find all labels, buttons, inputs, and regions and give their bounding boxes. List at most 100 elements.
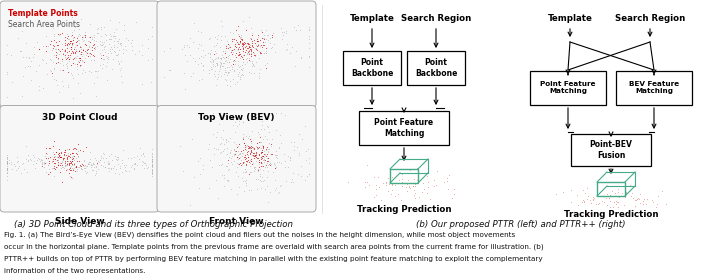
Point xyxy=(219,142,230,146)
Point xyxy=(66,162,78,166)
Point xyxy=(243,52,254,57)
Point xyxy=(72,149,84,153)
Point xyxy=(89,32,100,37)
Point xyxy=(44,68,55,73)
Point xyxy=(90,39,102,43)
Point xyxy=(261,155,273,160)
Point xyxy=(203,70,215,75)
Point xyxy=(246,60,258,65)
Point xyxy=(60,168,72,172)
Point xyxy=(220,164,232,168)
Point xyxy=(34,63,45,67)
Point xyxy=(417,181,428,185)
Point xyxy=(220,44,232,48)
Point xyxy=(12,155,23,159)
Point xyxy=(382,189,394,193)
Point xyxy=(206,57,217,61)
Point xyxy=(271,185,282,190)
Point xyxy=(114,41,125,45)
Point xyxy=(53,147,65,151)
Point xyxy=(75,44,86,49)
Point xyxy=(240,170,252,174)
Point xyxy=(96,66,107,70)
Point xyxy=(251,152,262,156)
Point xyxy=(24,157,35,161)
Point xyxy=(71,40,82,44)
Point xyxy=(95,156,107,161)
Point xyxy=(235,35,246,40)
Point xyxy=(50,150,62,155)
Point xyxy=(203,67,215,72)
Point xyxy=(76,37,88,41)
Point xyxy=(22,159,34,163)
Point xyxy=(68,163,80,167)
Point xyxy=(97,156,109,160)
Point xyxy=(255,127,266,132)
Point xyxy=(607,205,618,210)
Point xyxy=(293,151,305,156)
Point xyxy=(63,53,74,57)
Point xyxy=(240,134,252,138)
Point xyxy=(588,195,600,200)
Point xyxy=(128,165,140,170)
Point xyxy=(223,155,235,159)
Point xyxy=(50,50,62,55)
Point xyxy=(66,159,77,163)
Point xyxy=(33,156,45,161)
Point xyxy=(60,41,71,45)
Point xyxy=(282,154,293,158)
Point xyxy=(46,70,58,75)
Point xyxy=(303,41,315,45)
Point xyxy=(411,166,423,170)
Point xyxy=(660,202,672,206)
Point xyxy=(55,155,66,159)
Point xyxy=(597,199,608,204)
Point xyxy=(258,154,269,158)
Point xyxy=(267,31,279,35)
Point xyxy=(238,45,249,50)
Point xyxy=(245,47,256,52)
Point xyxy=(259,63,271,67)
Point xyxy=(246,47,257,51)
Point xyxy=(66,160,77,164)
Point xyxy=(20,54,32,59)
Point xyxy=(591,182,603,186)
Point xyxy=(361,163,373,168)
Point xyxy=(56,42,68,46)
Point xyxy=(218,176,230,180)
Point xyxy=(111,53,122,57)
Point xyxy=(222,146,233,150)
Point xyxy=(74,63,86,67)
Point xyxy=(112,162,124,166)
Point xyxy=(274,183,285,188)
Point xyxy=(279,165,290,169)
Point xyxy=(248,165,260,170)
Point xyxy=(611,193,622,198)
Point xyxy=(442,187,454,192)
Point xyxy=(266,45,278,50)
Point xyxy=(212,56,224,61)
Point xyxy=(222,178,234,183)
Point xyxy=(405,168,416,173)
Point xyxy=(110,157,122,161)
Point xyxy=(253,157,264,162)
Point xyxy=(606,189,618,193)
Point xyxy=(235,151,246,156)
Point xyxy=(55,149,67,154)
Point xyxy=(269,178,281,182)
Point xyxy=(257,40,269,44)
Point xyxy=(225,187,237,191)
Point xyxy=(63,170,75,175)
Point xyxy=(243,155,254,159)
Point xyxy=(217,63,228,68)
Point xyxy=(251,141,263,145)
Point xyxy=(242,152,253,156)
Point xyxy=(217,60,228,65)
Point xyxy=(235,75,246,79)
Point xyxy=(225,160,237,165)
Point xyxy=(258,43,269,48)
Point xyxy=(55,161,66,165)
Point xyxy=(66,176,78,180)
Point xyxy=(286,177,297,181)
Point xyxy=(619,194,631,199)
